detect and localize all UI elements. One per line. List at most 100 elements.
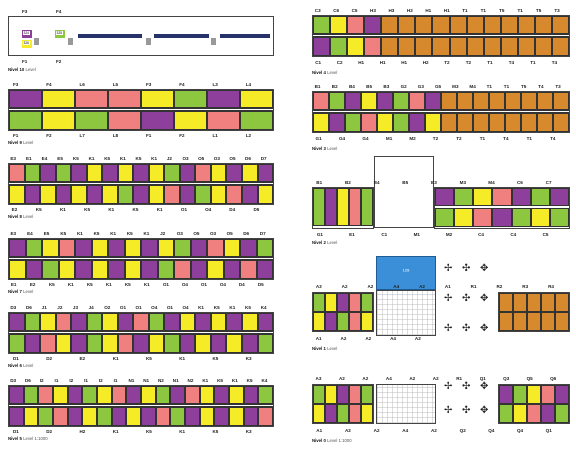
apartment-unit [117,164,134,182]
unit-label: D6 [24,378,31,383]
apartment-unit [185,386,200,404]
apartment-unit [195,313,211,331]
apartment-unit [23,407,39,426]
unit-label: A2 [419,284,425,289]
apartment-unit [102,164,118,182]
landscape-tree-icon: ✣ [462,323,471,334]
unit-label: T3 [555,84,561,89]
apartment-unit [537,113,553,132]
unit-label: B1 [314,84,321,89]
level-2-plan: B1 B2 B4 B5 B3 M3 M4 C6 C7 G1 E1 C1 M1 M2 C4 C4 C5 Nivel … [312,156,570,248]
unit-label: E4 [27,231,33,236]
apartment-unit [9,239,26,257]
unit-label: E2 [11,207,18,212]
apartment-unit [210,185,227,204]
apartment-unit [97,386,112,404]
apartment-unit [256,239,273,257]
unit-label: C7 [545,180,552,185]
unit-label: K5 [60,231,67,236]
apartment-unit [398,37,416,56]
corridor [313,34,569,37]
unit-label: E4 [41,156,48,161]
unit-row [499,293,569,312]
unit-label: G3 [417,84,424,89]
unit-label: T2 [456,136,462,141]
unit-label: J2 [160,231,166,236]
apartment-unit [425,92,441,110]
unit-label: A3 [315,376,322,381]
apartment-unit [24,164,41,182]
unit-label: K5 [126,231,133,236]
apartment-unit [473,92,489,110]
unit-label: K1 [112,356,119,361]
apartment-unit [398,16,416,34]
apartment-unit [174,90,207,108]
unit-label: T2 [465,60,472,65]
unit-label: T1 [503,84,510,89]
unit-label: H2 [406,8,413,13]
landscape-tree-icon: ✣ [462,405,471,416]
unit-row [9,386,274,404]
unit-label: K1 [67,282,74,287]
level-6-plan: D3 D6 J1 J2 J3 J4 O2 O1 O1 O4 O1 O4 K1 K5 K1 K5 K4 D1 D2 E2… [8,305,274,371]
apartment-unit [240,239,257,257]
apartment-unit [9,185,25,204]
unit-label: H1 [443,8,450,13]
apartment-unit [40,185,56,204]
unit-label: I1 [113,378,118,383]
unit-label: A4 [402,428,409,433]
unit-label: B2 [344,180,351,185]
landscape-tree-icon: ✣ [462,381,471,392]
apartment-unit [505,92,521,110]
unit-row [313,188,373,226]
unit-label: T1 [462,8,468,13]
apartment-unit [108,260,125,279]
apartment-unit [24,185,41,204]
apartment-unit [527,404,541,423]
unit-label: T4 [503,136,509,141]
unit-label: F4 [46,82,52,87]
unit-label: K5 [213,305,220,310]
apartment-unit [170,407,186,426]
level-1-plan: 128 A3 A2 A2 A4 A2 A1 R1 R2 R3 R4 A1 A2 A2 A4 A2 Nivel … [312,254,570,358]
apartment-unit [313,188,325,226]
unit-label: F4 [179,82,185,87]
apartment-unit [415,16,433,34]
unit-label: J2 [57,305,63,310]
unit-label: D1 [12,429,19,434]
unit-label: T4 [538,84,544,89]
apartment-unit [521,113,537,132]
unit-label: A1 [444,284,451,289]
apartment-unit [124,260,141,279]
apartment-unit [345,113,361,132]
apartment-unit [257,313,274,331]
apartment-unit [257,334,274,353]
parking-grid [376,384,436,424]
apartment-unit [133,185,149,204]
apartment-unit [55,185,72,204]
unit-label: C6 [333,8,340,13]
apartment-unit [133,313,149,331]
unit-label: T5 [520,84,527,89]
unit-label: D5 [257,282,264,287]
apartment-unit [361,113,377,132]
unit-label: K3 [245,429,252,434]
apartment-unit [313,113,329,132]
unit-label: H1 [425,8,432,13]
unit-label: F3 [145,82,152,87]
apartment-unit [42,239,59,257]
apartment-unit [86,164,103,182]
apartment-unit [257,185,274,204]
apartment-unit [347,16,365,34]
unit-label: K3 [245,356,252,361]
apartment-unit [432,37,450,56]
apartment-unit [155,407,171,426]
apartment-unit [329,113,345,132]
apartment-unit [226,185,242,204]
unit-label: E3 [10,231,17,236]
apartment-unit [483,37,501,56]
apartment-unit [243,407,259,426]
apartment-unit [55,164,72,182]
unit-label: T4 [508,60,515,65]
level-8-caption: Nivel 8 Level [8,214,33,219]
